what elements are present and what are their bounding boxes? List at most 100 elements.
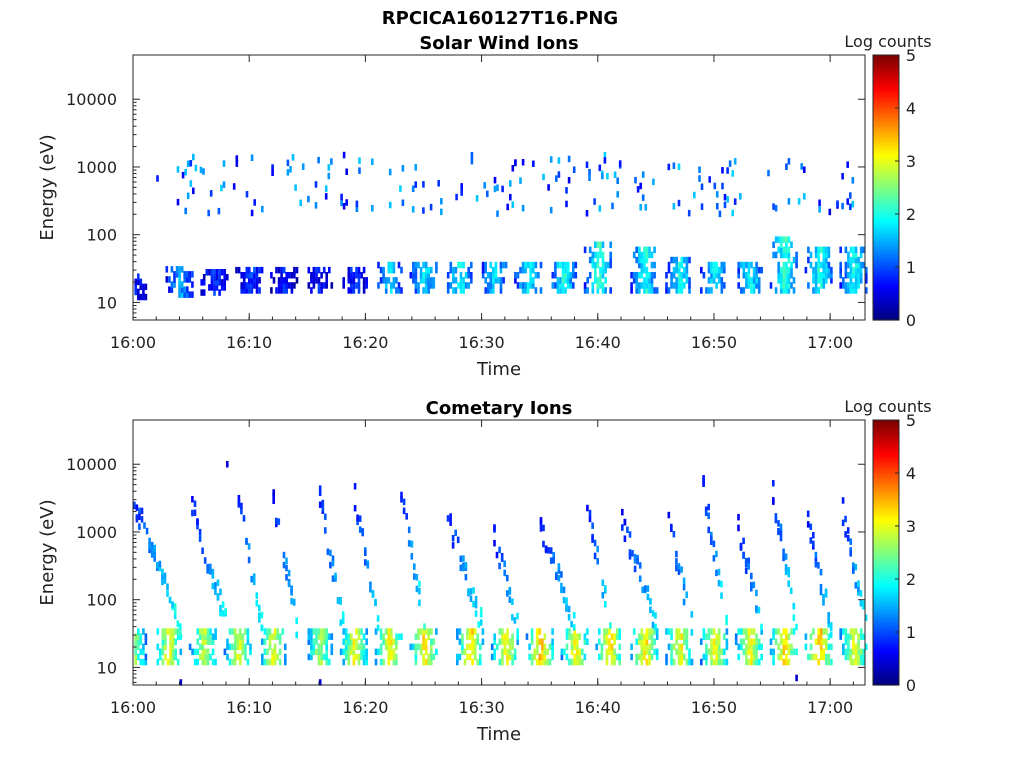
- data-cell: [397, 282, 401, 289]
- data-cell: [287, 580, 291, 588]
- data-cell: [284, 643, 287, 651]
- data-cell: [737, 653, 740, 661]
- data-cell: [159, 653, 162, 661]
- data-cell: [640, 251, 644, 259]
- data-cell: [822, 638, 826, 645]
- data-cell: [556, 287, 560, 294]
- data-cell: [471, 648, 474, 656]
- data-cell: [427, 658, 430, 666]
- colorbar-segment: [873, 245, 899, 250]
- data-cell: [621, 508, 624, 516]
- data-cell: [206, 633, 210, 640]
- data-cell: [310, 277, 313, 284]
- data-cell: [733, 158, 737, 165]
- data-cell: [779, 528, 783, 536]
- data-cell: [565, 653, 569, 661]
- data-cell: [817, 261, 820, 269]
- data-cell: [628, 531, 632, 538]
- data-cell: [827, 658, 831, 666]
- data-cell: [717, 648, 721, 656]
- data-cell: [747, 658, 751, 666]
- y-tick-label: 100: [86, 591, 117, 610]
- data-cell: [183, 271, 186, 278]
- data-cell: [710, 287, 713, 294]
- data-cell: [645, 277, 649, 284]
- data-cell: [643, 266, 646, 274]
- data-cell: [255, 266, 259, 274]
- data-cell: [521, 287, 525, 294]
- colorbar-segment: [873, 174, 899, 178]
- data-cell: [782, 266, 786, 274]
- data-cell: [760, 623, 763, 631]
- colorbar-segment: [873, 211, 899, 215]
- data-cell: [560, 582, 563, 590]
- data-cell: [817, 256, 820, 264]
- data-cell: [382, 272, 385, 279]
- data-cell: [352, 282, 356, 289]
- data-cell: [777, 236, 780, 243]
- data-cell: [312, 272, 316, 279]
- data-cell: [506, 638, 509, 645]
- data-cell: [723, 633, 726, 640]
- data-cell: [575, 648, 579, 656]
- x-tick-label: 16:10: [226, 698, 272, 717]
- data-cell: [379, 648, 383, 656]
- colorbar-segment: [873, 597, 899, 601]
- data-cell: [535, 648, 539, 656]
- data-cell: [566, 277, 570, 284]
- data-cell: [134, 633, 137, 640]
- data-cell: [223, 648, 227, 656]
- data-cell: [643, 277, 646, 284]
- colorbar-segment: [873, 679, 899, 683]
- data-cell: [712, 648, 716, 656]
- data-cell: [493, 648, 496, 656]
- data-cell: [551, 643, 554, 651]
- data-cell: [635, 272, 638, 279]
- x-tick-label: 16:10: [226, 333, 272, 352]
- data-cell: [677, 568, 681, 575]
- data-cell: [213, 279, 216, 286]
- colorbar-segment: [873, 102, 899, 106]
- data-cell: [430, 266, 433, 274]
- data-cell: [322, 282, 326, 289]
- data-cell: [847, 251, 850, 259]
- data-cell: [271, 633, 274, 640]
- data-cell: [446, 287, 450, 294]
- data-cell: [807, 653, 810, 661]
- data-cell: [236, 638, 239, 645]
- data-cell: [193, 500, 197, 507]
- data-cell: [862, 658, 865, 666]
- data-cell: [591, 256, 595, 264]
- data-cell: [859, 251, 863, 259]
- data-cell: [591, 282, 595, 289]
- data-cell: [685, 256, 689, 264]
- data-cell: [852, 246, 855, 254]
- data-cell: [790, 272, 793, 279]
- data-cell: [559, 287, 562, 294]
- data-cell: [196, 658, 199, 666]
- data-cell: [716, 203, 719, 210]
- data-cell: [772, 653, 775, 661]
- colorbar-segment: [873, 473, 899, 477]
- data-cell: [289, 166, 292, 173]
- data-cell: [740, 638, 743, 645]
- data-cell: [745, 628, 748, 635]
- data-cell: [812, 287, 815, 294]
- x-tick-label: 16:40: [575, 333, 621, 352]
- data-cell: [564, 266, 567, 274]
- data-cell: [672, 162, 676, 169]
- data-cell: [413, 573, 416, 580]
- data-cell: [173, 603, 177, 610]
- data-cell: [415, 574, 419, 581]
- data-cell: [318, 485, 322, 492]
- data-cell: [468, 628, 472, 635]
- data-cell: [682, 598, 686, 606]
- data-cell: [358, 526, 362, 533]
- data-cell: [818, 206, 821, 213]
- data-cell: [825, 643, 828, 651]
- data-cell: [419, 277, 423, 284]
- data-cell: [200, 289, 203, 296]
- data-cell: [859, 246, 863, 254]
- data-cell: [422, 653, 425, 661]
- data-cell: [511, 653, 514, 661]
